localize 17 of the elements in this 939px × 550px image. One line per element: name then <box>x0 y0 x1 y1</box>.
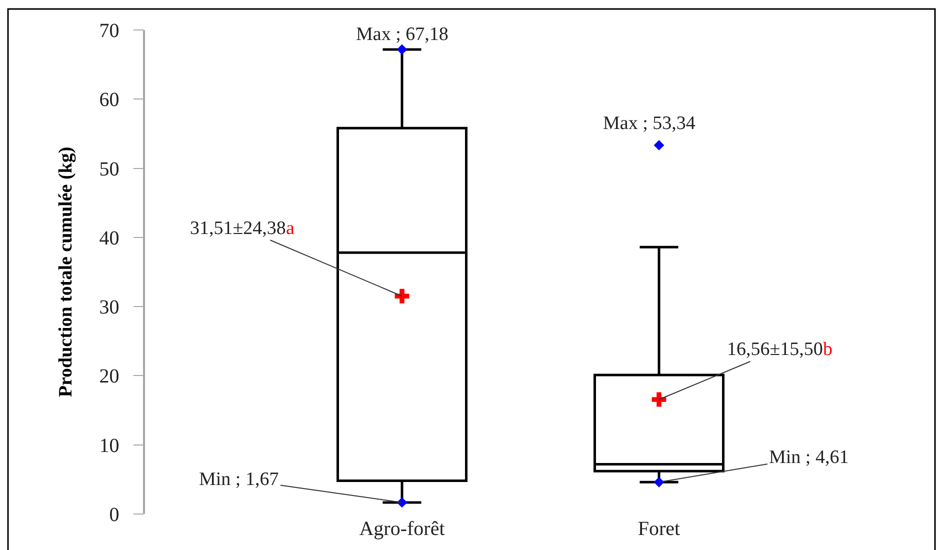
y-tick-label: 40 <box>99 227 120 250</box>
y-tick-label: 60 <box>99 89 120 112</box>
y-tick-label: 50 <box>99 158 120 180</box>
annotation: Min ; 1,67 <box>199 469 279 490</box>
y-tick-label: 30 <box>99 296 120 319</box>
y-axis-title: Production totale cumulée (kg) <box>56 146 77 398</box>
y-tick-label: 70 <box>99 20 120 42</box>
y-tick-label: 10 <box>99 434 120 457</box>
x-tick-label: Agro-forêt <box>359 518 446 540</box>
x-tick-label: Foret <box>638 518 681 540</box>
annotation: Max ; 67,18 <box>356 24 448 45</box>
annotation: 16,56±15,50b <box>727 339 832 360</box>
annotation: Min ; 4,61 <box>769 447 849 468</box>
annotation: Max ; 53,34 <box>603 113 696 134</box>
y-tick-label: 0 <box>109 504 120 526</box>
y-tick-label: 20 <box>99 366 120 388</box>
annotation: 31,51±24,38a <box>190 218 295 239</box>
